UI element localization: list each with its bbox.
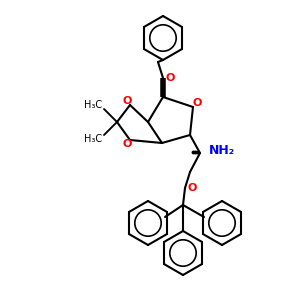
Text: H₃C: H₃C bbox=[84, 134, 102, 144]
Text: NH₂: NH₂ bbox=[209, 143, 235, 157]
Text: O: O bbox=[187, 183, 197, 193]
Text: O: O bbox=[165, 73, 175, 83]
Text: O: O bbox=[122, 139, 132, 149]
Text: O: O bbox=[122, 96, 132, 106]
Text: H₃C: H₃C bbox=[84, 100, 102, 110]
Text: O: O bbox=[192, 98, 202, 108]
